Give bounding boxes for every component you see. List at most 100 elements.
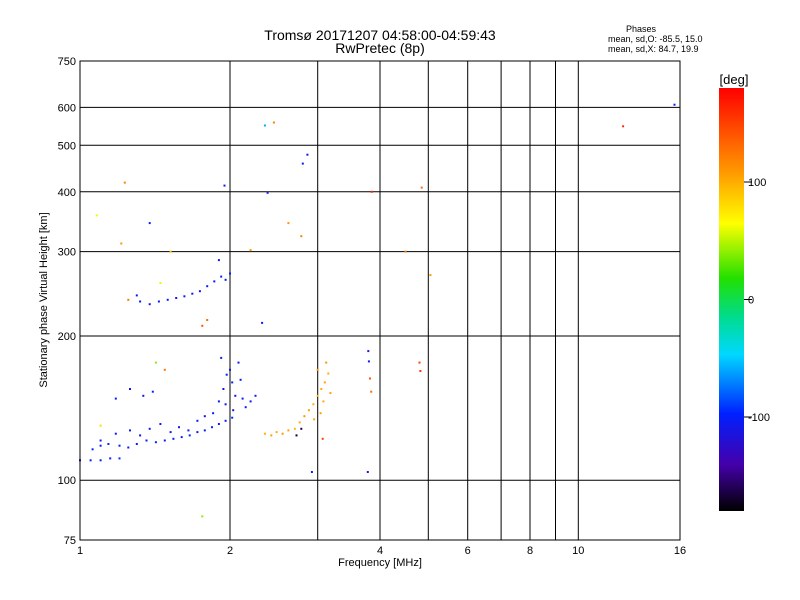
data-point	[211, 426, 213, 429]
colorbar-ticks: 100 0 -100	[744, 177, 770, 424]
data-point	[327, 372, 330, 375]
x-tick-label: 8	[527, 545, 533, 557]
data-point	[301, 162, 304, 165]
data-point	[249, 249, 252, 252]
data-point	[217, 400, 220, 403]
data-point	[95, 214, 98, 217]
data-point	[223, 184, 226, 187]
data-point	[312, 403, 315, 406]
data-point	[213, 280, 216, 283]
x-tick-label: 10	[572, 545, 584, 557]
data-point	[203, 415, 206, 418]
y-tick-label: 300	[58, 247, 76, 259]
data-point	[673, 103, 676, 106]
data-point	[220, 356, 223, 359]
y-tick-label: 600	[58, 102, 76, 114]
data-point	[224, 419, 227, 422]
x-tick-label: 16	[674, 545, 686, 557]
data-point	[201, 515, 204, 518]
x-tick-label: 1	[77, 545, 83, 557]
data-point	[287, 429, 290, 432]
data-point	[187, 429, 190, 432]
data-point	[306, 153, 309, 156]
phase-stats-heading: Phases	[626, 24, 657, 34]
x-tick-label: 2	[227, 545, 233, 557]
data-point	[206, 285, 209, 288]
data-point	[217, 259, 220, 262]
data-point	[313, 418, 316, 421]
colorbar-tick-label: -100	[748, 412, 770, 424]
data-point	[142, 394, 145, 397]
y-tick-label: 75	[64, 535, 76, 547]
data-point	[127, 446, 130, 449]
data-point	[118, 457, 121, 460]
data-point	[196, 419, 199, 422]
data-point	[99, 439, 102, 442]
data-point	[369, 377, 371, 380]
data-point	[231, 381, 234, 384]
colorbar-tick-label: 0	[748, 295, 754, 307]
phase-stats-x: mean, sd,X: 84.7, 19.9	[608, 44, 699, 54]
data-point	[196, 431, 199, 434]
data-point	[188, 434, 191, 437]
data-point	[135, 443, 138, 445]
data-point	[367, 360, 370, 363]
data-point	[303, 415, 306, 418]
data-point	[91, 448, 94, 451]
data-point	[281, 432, 284, 435]
data-point	[169, 250, 172, 253]
colorbar-label: [deg]	[720, 72, 749, 87]
data-point	[201, 324, 204, 327]
data-point	[232, 409, 235, 412]
data-point	[175, 297, 178, 299]
data-point	[229, 272, 231, 275]
x-tick-label: 4	[377, 545, 383, 557]
data-point	[275, 431, 278, 434]
data-point	[178, 426, 180, 429]
data-point	[237, 361, 240, 364]
data-point	[263, 124, 266, 127]
data-point	[295, 434, 298, 437]
data-point	[154, 441, 157, 444]
chart-subtitle: RwPretec (8p)	[335, 40, 424, 56]
data-point	[420, 186, 423, 189]
data-point	[270, 434, 273, 437]
data-point	[159, 282, 162, 284]
data-point	[244, 406, 247, 409]
data-point	[370, 190, 373, 193]
data-point	[89, 459, 92, 462]
data-point	[239, 378, 242, 381]
data-point	[404, 250, 407, 253]
x-tick-label: 6	[465, 545, 471, 557]
data-point	[191, 292, 194, 295]
data-point	[370, 390, 373, 393]
data-point	[622, 125, 625, 128]
y-tick-label: 400	[58, 187, 76, 199]
data-point	[300, 427, 303, 430]
data-point	[99, 444, 102, 447]
x-axis-label: Frequency [MHz]	[338, 557, 422, 569]
data-point	[120, 242, 123, 245]
data-point	[329, 392, 332, 395]
phase-stats-o: mean, sd,O: -85.5, 15.0	[608, 34, 703, 44]
data-point	[135, 294, 138, 297]
data-point	[163, 439, 166, 442]
data-point	[316, 368, 319, 371]
data-point	[172, 437, 175, 440]
data-point	[118, 444, 121, 447]
data-point	[183, 295, 186, 298]
data-point	[323, 381, 326, 384]
data-point	[254, 394, 257, 397]
data-point	[319, 412, 322, 415]
data-point	[225, 373, 228, 376]
data-point	[114, 397, 117, 400]
data-point	[198, 290, 201, 293]
y-axis-label: Stationary phase Virtual Height [km]	[38, 212, 50, 387]
data-point	[224, 278, 227, 281]
y-tick-label: 200	[58, 331, 76, 343]
data-point	[139, 434, 142, 437]
data-point	[241, 397, 244, 400]
data-point	[212, 412, 215, 415]
data-point	[367, 350, 370, 353]
data-point	[129, 429, 131, 432]
